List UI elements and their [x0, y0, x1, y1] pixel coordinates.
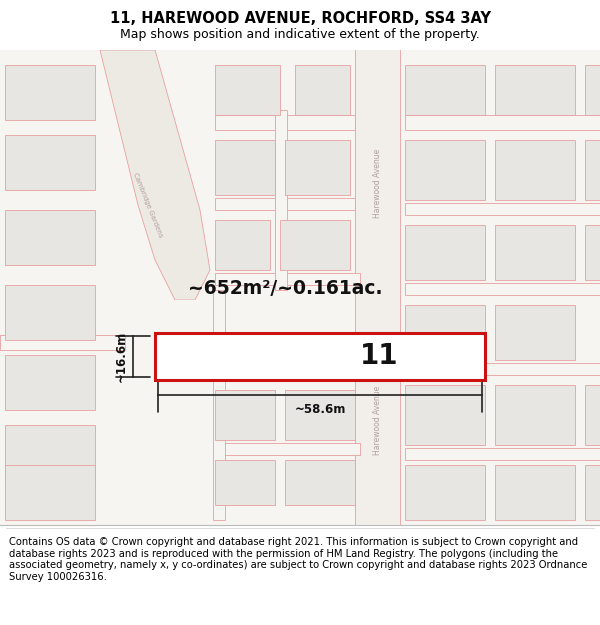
Bar — [495, 305, 575, 360]
Bar — [5, 285, 95, 340]
Bar — [285, 140, 350, 195]
Bar — [355, 50, 400, 525]
Text: Cambridge Gardens: Cambridge Gardens — [132, 172, 164, 238]
Bar — [405, 140, 485, 200]
Bar — [405, 465, 485, 520]
Bar — [0, 335, 125, 350]
Bar — [495, 225, 575, 280]
Bar — [213, 290, 225, 520]
Bar — [5, 355, 95, 410]
Bar — [405, 385, 485, 445]
Bar — [585, 65, 600, 115]
Text: 11: 11 — [360, 342, 398, 371]
Bar — [215, 198, 355, 210]
Bar — [215, 140, 275, 195]
Text: ~652m²/~0.161ac.: ~652m²/~0.161ac. — [188, 279, 382, 298]
Bar — [5, 135, 95, 190]
Text: Harewood Avenue: Harewood Avenue — [373, 386, 382, 455]
Bar — [155, 300, 355, 400]
Bar — [405, 305, 485, 360]
Bar — [495, 385, 575, 445]
Bar — [285, 390, 355, 440]
Bar — [405, 65, 485, 115]
Bar — [405, 363, 600, 375]
Bar — [495, 140, 575, 200]
Bar — [405, 283, 600, 295]
Bar — [275, 110, 287, 290]
Bar — [585, 385, 600, 445]
Text: Harewood Avenue: Harewood Avenue — [373, 148, 382, 218]
Bar — [5, 425, 95, 480]
Bar — [215, 65, 280, 115]
Bar — [405, 203, 600, 215]
Bar — [405, 115, 600, 130]
Text: Map shows position and indicative extent of the property.: Map shows position and indicative extent… — [120, 28, 480, 41]
Bar — [215, 443, 360, 455]
Polygon shape — [100, 50, 210, 300]
Bar — [215, 220, 270, 270]
Bar — [585, 225, 600, 280]
Bar — [5, 210, 95, 265]
Bar — [215, 273, 360, 285]
Bar — [495, 65, 575, 115]
Bar — [295, 65, 350, 115]
Bar — [585, 140, 600, 200]
Bar — [285, 460, 355, 505]
Bar — [405, 448, 600, 460]
Bar — [155, 333, 485, 380]
Bar — [585, 465, 600, 520]
Text: ~16.6m: ~16.6m — [115, 331, 128, 382]
Bar — [5, 65, 95, 120]
Text: 11, HAREWOOD AVENUE, ROCHFORD, SS4 3AY: 11, HAREWOOD AVENUE, ROCHFORD, SS4 3AY — [110, 11, 491, 26]
Bar — [215, 115, 355, 130]
Bar — [215, 460, 275, 505]
Bar — [495, 465, 575, 520]
Text: ~58.6m: ~58.6m — [295, 403, 346, 416]
Bar — [280, 220, 350, 270]
Bar — [215, 390, 275, 440]
Text: Contains OS data © Crown copyright and database right 2021. This information is : Contains OS data © Crown copyright and d… — [9, 537, 587, 582]
Bar — [405, 225, 485, 280]
Bar — [5, 465, 95, 520]
